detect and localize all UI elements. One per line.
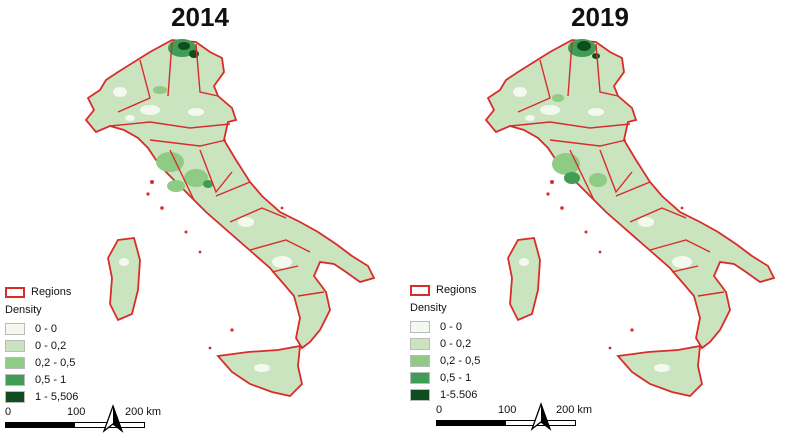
legend-swatch [410,354,430,367]
italy-mainland [84,39,376,350]
region-borders [509,41,725,297]
legend-swatch [5,322,25,335]
legend-class-label: 0,2 - 0,5 [440,354,481,367]
sicily [616,344,703,397]
legend-regions: Regions [410,284,480,296]
density-patches [513,39,692,268]
legend-class-label: 0 - 0 [35,322,58,335]
legend-class-row: 0 - 0 [5,320,78,337]
legend-class-row: 0 - 0,2 [410,335,480,352]
legend-regions-label: Regions [436,284,477,296]
legend-swatch [410,388,430,401]
map-panel-2019: 2019 [400,0,800,442]
legend-class-row: 0,5 - 1 [410,369,480,386]
italy-map-2014 [84,39,376,397]
scale-label: 0 [436,404,443,416]
regions-swatch [5,286,25,298]
map-title: 2019 [571,2,629,32]
legend-regions: Regions [5,286,78,298]
legend-class-row: 0,2 - 0,5 [5,354,78,371]
italy-map-2019 [484,39,776,397]
legend-class-row: 0 - 0 [410,318,480,335]
legend-class-label: 1-5.506 [440,388,478,401]
legend-class-label: 0,2 - 0,5 [35,356,76,369]
scale-label: 100 [67,406,86,418]
legend-class-row: 0,5 - 1 [5,371,78,388]
legend-class-label: 0,5 - 1 [35,373,67,386]
legend-swatch [410,337,430,350]
legend-swatch [5,339,25,352]
legend-swatch [5,356,25,369]
legend-class-label: 0,5 - 1 [440,371,472,384]
regions-swatch [410,284,430,296]
legend-class-row: 1 - 5,506 [5,388,78,405]
legend-density-title: Density [5,304,42,316]
scale-bar: 0 100 200 km [5,406,175,428]
legend-class-label: 0 - 0,2 [440,337,472,350]
map-title: 2014 [171,2,229,32]
scale-label: 0 [5,406,12,418]
sardinia [107,237,141,322]
scale-label: 200 km [556,404,593,416]
scale-bar: 0 100 200 km [436,404,606,426]
density-patches [113,39,292,268]
legend-class-row: 0 - 0,2 [5,337,78,354]
map-legend: Regions Density 0 - 0 0 - 0,2 0,2 - 0,5 … [5,286,78,405]
north-arrow-icon [102,404,124,433]
legend-class-row: 0,2 - 0,5 [410,352,480,369]
sardinia [507,237,541,322]
region-borders [109,41,325,297]
legend-density-title: Density [410,302,447,314]
legend-swatch [5,373,25,386]
legend-class-row: 1-5.506 [410,386,480,403]
legend-regions-label: Regions [31,286,72,298]
sicily [216,344,303,397]
map-panel-2014: 2014 [5,2,376,433]
map-legend: Regions Density 0 - 0 0 - 0,2 0,2 - 0,5 … [410,284,480,403]
small-islands [546,180,684,350]
legend-swatch [410,371,430,384]
north-arrow-icon [530,402,552,431]
small-islands [146,180,284,350]
scale-label: 100 [498,404,517,416]
legend-swatch [410,320,430,333]
legend-class-label: 0 - 0,2 [35,339,67,352]
legend-class-label: 0 - 0 [440,320,463,333]
scale-label: 200 km [125,406,162,418]
legend-class-label: 1 - 5,506 [35,390,79,403]
italy-mainland [484,39,776,350]
legend-swatch [5,390,25,403]
